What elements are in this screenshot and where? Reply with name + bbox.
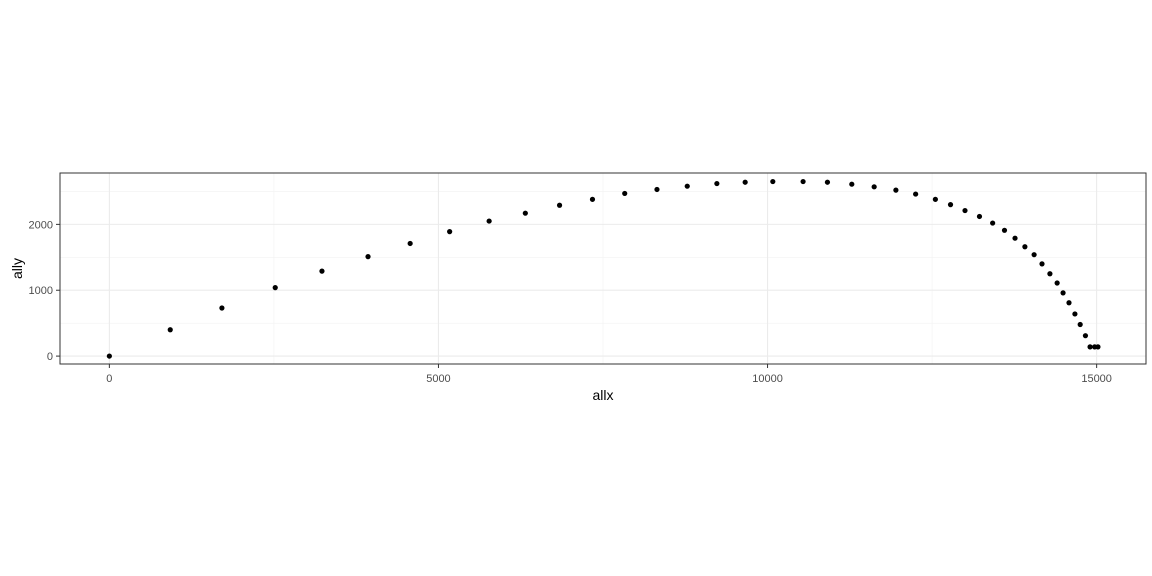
x-tick-label: 15000 — [1081, 373, 1112, 385]
data-point — [1082, 333, 1089, 339]
y-tick-label: 0 — [47, 351, 53, 363]
data-point — [800, 178, 806, 185]
data-point — [684, 183, 690, 189]
y-tick-label: 1000 — [29, 285, 53, 297]
data-point — [219, 305, 225, 311]
data-point — [319, 268, 325, 274]
data-point — [1012, 235, 1018, 241]
y-tick-label: 2000 — [29, 219, 53, 231]
data-points — [106, 178, 1101, 359]
panel-border — [59, 172, 1147, 365]
data-point — [556, 202, 563, 208]
data-point — [365, 254, 371, 260]
data-point — [1087, 344, 1093, 350]
data-point — [1031, 252, 1037, 258]
axis-ticks: 0 5000 10000 15000 0 1000 2000 — [29, 219, 1112, 385]
data-point — [962, 207, 968, 214]
data-point — [1022, 244, 1028, 250]
x-tick-label: 10000 — [752, 373, 783, 385]
data-point — [167, 327, 173, 333]
data-point — [106, 353, 112, 359]
data-point — [714, 180, 720, 187]
x-tick-label: 5000 — [426, 373, 450, 385]
data-point — [893, 187, 899, 193]
data-point — [1066, 300, 1072, 306]
data-point — [486, 218, 492, 224]
data-point — [622, 190, 628, 197]
data-point — [932, 196, 938, 202]
data-point — [589, 196, 596, 202]
data-point — [770, 178, 776, 185]
data-point — [1054, 280, 1060, 286]
data-point — [849, 181, 855, 187]
data-point — [407, 240, 413, 247]
data-point — [871, 184, 877, 190]
data-point — [1047, 271, 1053, 277]
data-point — [1095, 344, 1101, 350]
data-point — [1072, 311, 1078, 317]
data-point — [272, 285, 278, 291]
data-point — [990, 220, 996, 226]
data-point — [976, 213, 983, 220]
x-tick-label: 0 — [106, 373, 112, 385]
data-point — [1077, 321, 1083, 328]
data-point — [824, 179, 831, 185]
grid — [60, 173, 1146, 364]
data-point — [447, 229, 453, 235]
data-point — [1060, 290, 1066, 296]
data-point — [522, 210, 528, 216]
data-point — [913, 191, 919, 197]
data-point — [1039, 261, 1045, 267]
data-point — [654, 186, 660, 193]
y-axis-title: ally — [9, 258, 25, 279]
data-point — [742, 179, 748, 185]
x-axis-title: allx — [592, 387, 613, 403]
data-point — [947, 202, 954, 208]
data-point — [1001, 227, 1008, 233]
